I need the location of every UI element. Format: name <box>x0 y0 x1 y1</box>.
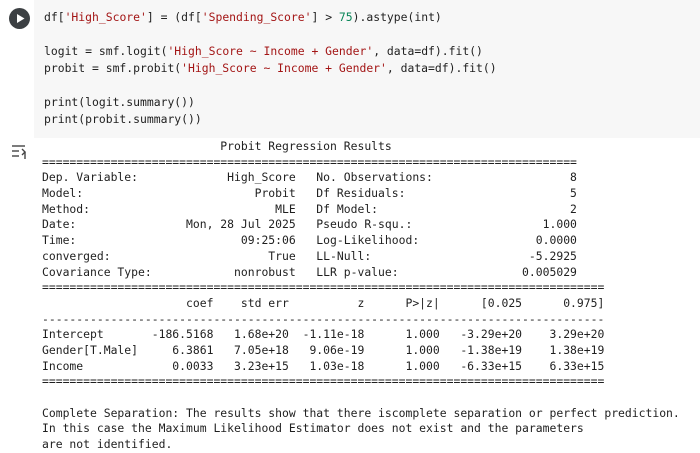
code-token: probit = smf.probit( <box>44 61 182 75</box>
code-token: 'High_Score' <box>64 10 147 24</box>
code-editor[interactable]: df['High_Score'] = (df['Spending_Score']… <box>44 9 497 145</box>
code-token: 'Spending_Score' <box>201 10 312 24</box>
summary-line: converged: True LL-Null: -5.2925 <box>42 248 577 263</box>
code-token: print(probit.summary()) <box>44 112 202 126</box>
summary-line: Gender[T.Male] 6.3861 7.05e+18 9.06e-19 … <box>42 342 605 357</box>
code-group: logit = smf.logit('High_Score ~ Income +… <box>44 43 497 77</box>
regression-summary: Probit Regression Results ==============… <box>42 139 680 390</box>
code-group: print(logit.summary()) print(probit.summa… <box>44 94 497 128</box>
summary-line: Probit Regression Results <box>42 139 577 153</box>
note-line: Complete Separation: The results show th… <box>42 405 680 420</box>
summary-line: Time: 09:25:06 Log-Likelihood: 0.0000 <box>42 233 577 248</box>
code-token: logit = smf.logit( <box>44 44 168 58</box>
summary-line: ========================================… <box>42 154 577 169</box>
summary-line: Dep. Variable: High_Score No. Observatio… <box>42 170 577 185</box>
summary-line: coef std err z P>|z| [0.025 0.975] <box>42 295 605 310</box>
code-token: 'High_Score ~ Income + Gender' <box>181 61 387 75</box>
code-token: 75 <box>338 10 353 24</box>
code-token: , data=df).fit() <box>373 44 483 58</box>
summary-line: Income 0.0033 3.23e+15 1.03e-18 1.000 -6… <box>42 358 605 373</box>
code-token: ).astype(int) <box>352 10 442 24</box>
code-group: df['High_Score'] = (df['Spending_Score']… <box>44 9 497 26</box>
code-cell: df['High_Score'] = (df['Spending_Score']… <box>34 0 700 138</box>
note-line: In this case the Maximum Likelihood Esti… <box>42 421 584 436</box>
code-line: print(logit.summary()) <box>44 94 497 111</box>
summary-line: Covariance Type: nonrobust LLR p-value: … <box>42 264 577 279</box>
code-token: 'High_Score ~ Income + Gender' <box>167 44 374 58</box>
summary-line: Method: MLE Df Model: 2 <box>42 201 577 216</box>
separation-note: Complete Separation: The results show th… <box>42 406 680 453</box>
summary-line: Date: Mon, 28 Jul 2025 Pseudo R-squ.: 1.… <box>42 217 577 232</box>
summary-line: ========================================… <box>42 374 605 389</box>
code-token: ] > <box>311 10 339 24</box>
summary-line: ========================================… <box>42 280 605 295</box>
code-line: probit = smf.probit('High_Score ~ Income… <box>44 60 497 77</box>
summary-line: Intercept -186.5168 1.68e+20 -1.11e-18 1… <box>42 327 605 342</box>
cell-output: Probit Regression Results ==============… <box>42 139 680 453</box>
note-line: are not identified. <box>42 437 173 452</box>
output-actions-icon[interactable] <box>10 143 30 161</box>
summary-line: ----------------------------------------… <box>42 311 605 326</box>
run-icon <box>17 14 25 23</box>
summary-line: Model: Probit Df Residuals: 5 <box>42 186 577 201</box>
code-token: ] = (df[ <box>146 10 202 24</box>
code-line: logit = smf.logit('High_Score ~ Income +… <box>44 43 497 60</box>
code-line: print(probit.summary()) <box>44 111 497 128</box>
code-token: df[ <box>44 10 65 24</box>
code-token: print(logit.summary()) <box>44 95 195 109</box>
code-line: df['High_Score'] = (df['Spending_Score']… <box>44 9 497 26</box>
code-token: , data=df).fit() <box>386 61 497 75</box>
run-button[interactable] <box>9 8 30 29</box>
